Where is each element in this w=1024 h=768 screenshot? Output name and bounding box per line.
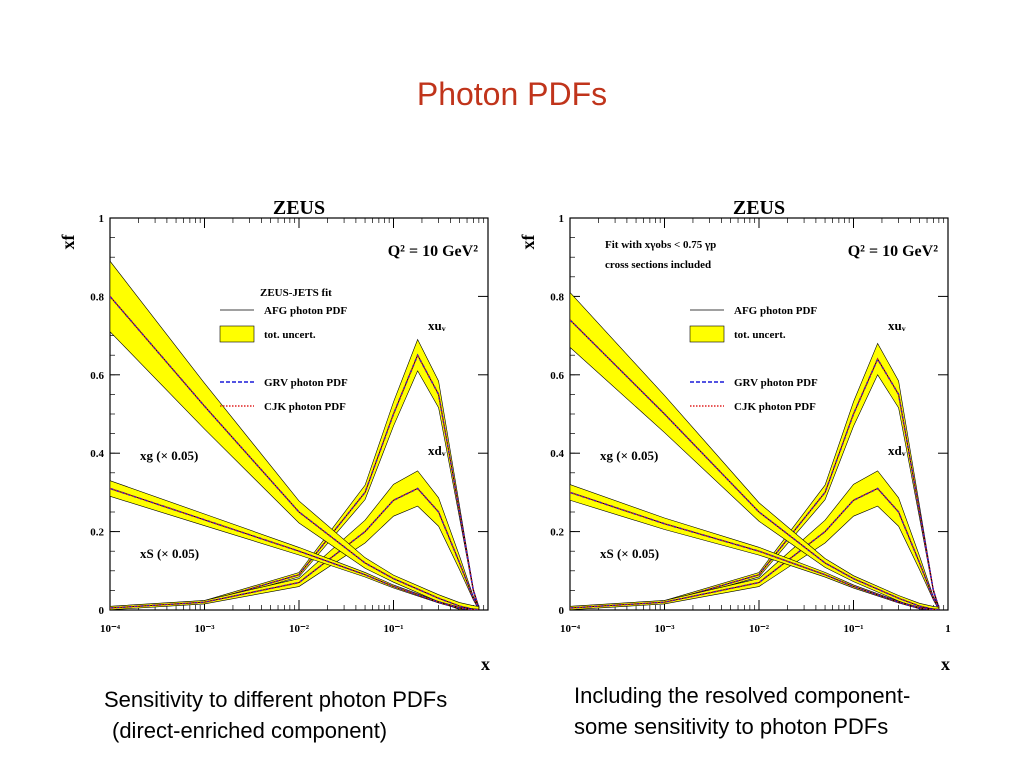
caption-left-line-2: (direct-enriched component) <box>112 718 388 743</box>
c0-x-tick-label-3: 10⁻¹ <box>383 623 403 635</box>
c1-cjk-line-3 <box>570 491 939 610</box>
c0-plot-frame <box>109 217 489 611</box>
c0-chart-title: ZEUS <box>273 197 325 219</box>
c0-legend-label-3: CJK photon PDF <box>264 401 346 413</box>
c0-legend-label-1: tot. uncert. <box>264 329 316 341</box>
c0-band-2 <box>110 260 480 610</box>
c1-fit-note-1: cross sections included <box>605 259 711 271</box>
c1-y-axis-label: xf <box>520 234 538 250</box>
c0-series-group <box>110 260 480 610</box>
c1-y-tick-label-2: 0.4 <box>550 448 564 460</box>
caption-right-line-1: Including the resolved component- <box>574 683 911 708</box>
c0-y-axis-label: xf <box>60 234 78 250</box>
c1-cjk-line-0 <box>570 357 940 609</box>
c1-legend-label-3: CJK photon PDF <box>734 401 816 413</box>
c0-x-tick-label-2: 10⁻² <box>289 623 310 635</box>
c1-band-3 <box>570 484 940 610</box>
c0-cjk-line-3 <box>110 487 479 610</box>
c1-q2-label: Q² = 10 GeV² <box>848 243 938 260</box>
c1-curve-label-1: xdᵥ <box>888 443 906 458</box>
c1-legend-label-1: tot. uncert. <box>734 329 786 341</box>
c0-cjk-line-0 <box>110 353 480 609</box>
c1-curve-label-0: xuᵥ <box>888 318 906 333</box>
c1-y-tick-label-5: 1 <box>559 213 565 225</box>
c1-plot-frame <box>569 217 949 611</box>
c0-y-tick-label-0: 0 <box>99 605 105 617</box>
c1-x-tick-label-0: 10⁻⁴ <box>560 623 581 635</box>
c1-legend-label-0: AFG photon PDF <box>734 305 817 317</box>
c0-legend-swatch-1 <box>219 325 255 343</box>
c0-curve-label-1: xdᵥ <box>428 443 446 458</box>
c1-x-tick-label-2: 10⁻² <box>749 623 770 635</box>
c1-chart-title: ZEUS <box>733 197 785 219</box>
c0-x-axis-label: x <box>481 654 490 674</box>
c0-y-tick-label-2: 0.4 <box>90 448 104 460</box>
caption-left: Sensitivity to different photon PDFs (di… <box>104 684 524 746</box>
c0-x-tick-label-1: 10⁻³ <box>194 623 215 635</box>
c0-curve-label-3: xS (× 0.05) <box>140 546 199 561</box>
c1-curve-label-3: xS (× 0.05) <box>600 546 659 561</box>
c1-fit-note-0: Fit with xγobs < 0.75 γp <box>605 239 716 251</box>
c0-band-3 <box>110 480 480 610</box>
caption-left-line-1: Sensitivity to different photon PDFs <box>104 687 448 712</box>
c1-y-tick-label-1: 0.2 <box>550 527 564 539</box>
c0-legend-label-2: GRV photon PDF <box>264 377 348 389</box>
c0-x-tick-label-0: 10⁻⁴ <box>100 623 121 635</box>
c1-legend-label-2: GRV photon PDF <box>734 377 818 389</box>
c0-q2-label: Q² = 10 GeV² <box>388 243 478 260</box>
slide-title: Photon PDFs <box>416 76 608 112</box>
c1-x-tick-label-4: 1 <box>945 623 951 635</box>
c0-y-tick-label-5: 1 <box>99 213 105 225</box>
chart-left: ZEUS xf x 0 0.2 0.4 0.6 0.8 1 10⁻⁴ 10⁻³ 10⁻² 10⁻¹ xuᵥ… <box>60 197 490 674</box>
c1-y-tick-label-4: 0.8 <box>550 291 564 303</box>
c0-y-tick-label-4: 0.8 <box>90 291 104 303</box>
c1-series-group <box>570 292 940 610</box>
c1-legend-swatch-1 <box>689 325 725 343</box>
caption-right: Including the resolved component- some s… <box>574 680 994 742</box>
c0-y-tick-label-1: 0.2 <box>90 527 104 539</box>
c1-x-tick-label-3: 10⁻¹ <box>843 623 863 635</box>
c1-curve-label-2: xg (× 0.05) <box>600 448 658 463</box>
caption-right-line-2: some sensitivity to photon PDFs <box>574 714 889 739</box>
c1-y-tick-label-0: 0 <box>559 605 565 617</box>
c0-fit-label: ZEUS-JETS fit <box>260 287 332 299</box>
c1-x-tick-label-1: 10⁻³ <box>654 623 675 635</box>
c1-cjk-line-1 <box>570 487 940 609</box>
c1-band-2 <box>570 292 940 610</box>
c0-curve-label-2: xg (× 0.05) <box>140 448 198 463</box>
c1-x-axis-label: x <box>941 654 950 674</box>
c1-y-tick-label-3: 0.6 <box>550 370 564 382</box>
c0-legend-label-0: AFG photon PDF <box>264 305 347 317</box>
chart-right: ZEUS xf x 0 0.2 0.4 0.6 0.8 1 10⁻⁴ 10⁻³ 10⁻² 10⁻¹ 1 xu… <box>520 197 951 674</box>
c0-cjk-line-1 <box>110 487 480 609</box>
c0-y-tick-label-3: 0.6 <box>90 370 104 382</box>
c0-curve-label-0: xuᵥ <box>428 318 446 333</box>
